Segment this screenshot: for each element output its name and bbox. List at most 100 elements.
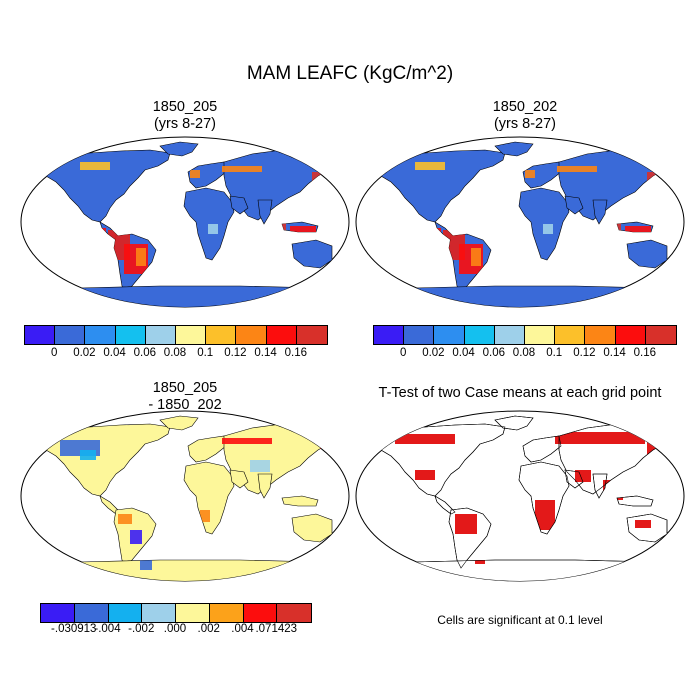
- land-indonesia: [281, 495, 319, 507]
- panel-title-1850-205: 1850_205 (yrs 8-27): [152, 99, 218, 132]
- land-greenland: [159, 141, 199, 157]
- map-1850-202: [355, 136, 685, 308]
- colorbar-swatch: [524, 326, 556, 344]
- field-patch: [395, 434, 455, 444]
- field-patch: [575, 470, 591, 482]
- land-antarctica: [358, 559, 682, 581]
- colorbar-tick-label: 0.02: [422, 347, 445, 359]
- colorbar-absolute-right: [373, 325, 677, 345]
- colorbar-tick-label: 0.08: [512, 347, 536, 359]
- coastline: [626, 513, 668, 543]
- field-patch: [200, 510, 210, 522]
- field-patch: [415, 470, 435, 480]
- map-ttest: [355, 410, 685, 582]
- field-patch: [557, 166, 597, 172]
- land-north-america: [34, 149, 171, 223]
- colorbar-tick-label: 0.16: [284, 347, 307, 359]
- land-india: [592, 199, 608, 225]
- colorbar-swatch: [404, 326, 435, 344]
- significance-note: Cells are significant at 0.1 level: [437, 613, 603, 627]
- colorbar-swatch: [209, 604, 244, 622]
- field-patch: [222, 438, 272, 444]
- colorbar-swatch: [206, 326, 237, 344]
- colorbar-difference: [40, 603, 312, 623]
- colorbar-swatch: [555, 326, 586, 344]
- field-patch: [635, 520, 651, 528]
- colorbar-tick-label: 0.12: [573, 347, 596, 359]
- colorbar-tick-label: 0.14: [254, 347, 277, 359]
- colorbar-swatch: [74, 604, 109, 622]
- land-india: [257, 199, 273, 225]
- colorbar-swatch: [142, 604, 176, 622]
- colorbar-tick-label: 0.04: [103, 347, 126, 359]
- land-arabia: [229, 195, 249, 215]
- land-australia: [626, 239, 668, 269]
- colorbar-swatch: [85, 326, 116, 344]
- colorbar-swatch: [464, 326, 495, 344]
- field-patch: [222, 166, 262, 172]
- colorbar-tick-label: 0.12: [224, 347, 247, 359]
- colorbar-swatch: [645, 326, 676, 344]
- field-patch: [290, 226, 316, 234]
- colorbar-tick-label: 0.04: [452, 347, 475, 359]
- field-patch: [555, 432, 645, 444]
- coastline: [522, 435, 562, 463]
- colorbar-tick-label: -.002: [128, 623, 155, 635]
- field-patch: [250, 460, 270, 472]
- land-north-america: [369, 149, 506, 223]
- colorbar-swatch: [434, 326, 465, 344]
- colorbar-swatch: [296, 326, 327, 344]
- field-patch: [535, 500, 555, 530]
- colorbar-swatch: [108, 604, 143, 622]
- field-patch: [136, 248, 146, 266]
- coastline: [592, 473, 608, 499]
- land-arabia: [229, 469, 249, 489]
- land-india: [257, 473, 273, 499]
- colorbar-tick-label: 0.06: [482, 347, 505, 359]
- field-patch: [130, 530, 142, 544]
- land-arabia: [564, 195, 584, 215]
- colorbar-swatch: [176, 604, 210, 622]
- coastline: [448, 507, 492, 569]
- land-antarctica: [23, 285, 347, 307]
- colorbar-swatch: [25, 326, 56, 344]
- land-europe: [187, 161, 227, 189]
- colorbar-labels-difference: -.030913 -.004 -.002 .000 .002 .004.071423: [40, 623, 310, 637]
- colorbar-swatch: [55, 326, 86, 344]
- colorbar-tick-label: .000: [163, 623, 187, 635]
- field-patch: [140, 560, 152, 570]
- colorbar-labels-left: 0 0.02 0.04 0.06 0.08 0.1 0.12 0.14 0.16: [24, 347, 326, 361]
- coastline: [616, 495, 654, 507]
- colorbar-swatch: [494, 326, 525, 344]
- figure-title: MAM LEAFC (KgC/m^2): [246, 63, 454, 84]
- colorbar-tick-label: 0: [50, 347, 58, 359]
- colorbar-absolute-left: [24, 325, 328, 345]
- map-difference: [20, 410, 350, 582]
- field-patch: [80, 162, 110, 170]
- colorbar-swatch: [115, 326, 146, 344]
- field-patch: [543, 224, 553, 234]
- colorbar-tick-label: 0: [399, 347, 407, 359]
- field-patch: [525, 170, 535, 178]
- land-greenland: [494, 141, 534, 157]
- field-patch: [118, 514, 132, 524]
- colorbar-swatch: [145, 326, 176, 344]
- coastline: [369, 423, 506, 497]
- colorbar-tick-label: 0.14: [603, 347, 626, 359]
- colorbar-tick-label: -.030913: [51, 623, 97, 635]
- field-patch: [80, 450, 96, 460]
- land-africa: [183, 461, 235, 535]
- field-patch: [625, 226, 651, 234]
- colorbar-tick-label: 0.08: [163, 347, 187, 359]
- colorbar-swatch: [41, 604, 75, 622]
- field-patch: [471, 248, 481, 266]
- colorbar-swatch: [615, 326, 646, 344]
- colorbar-tick-label: 0.1: [546, 347, 563, 359]
- land-europe: [187, 435, 227, 463]
- field-patch: [208, 224, 218, 234]
- colorbar-tick-label: 0.1: [197, 347, 214, 359]
- field-patch: [415, 162, 445, 170]
- panel-title-difference: 1850_205 - 1850_202: [148, 380, 222, 413]
- coastline: [494, 415, 534, 431]
- map-1850-205: [20, 136, 350, 308]
